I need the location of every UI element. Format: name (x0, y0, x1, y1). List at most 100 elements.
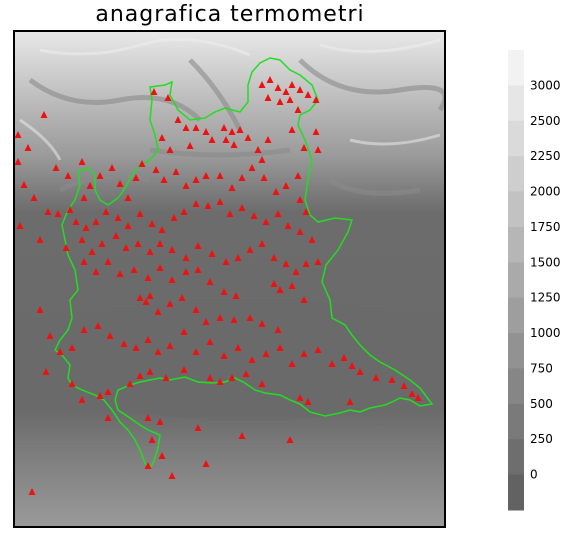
station-marker (14, 131, 22, 138)
colorbar-band (508, 368, 524, 405)
station-marker (194, 424, 202, 431)
station-marker (202, 172, 210, 179)
station-marker (144, 336, 152, 343)
station-marker (226, 210, 234, 217)
station-marker (308, 236, 316, 243)
station-marker (274, 326, 282, 333)
station-marker (96, 392, 104, 399)
station-marker (260, 174, 268, 181)
station-marker (312, 96, 320, 103)
station-marker (64, 172, 72, 179)
station-marker (340, 354, 348, 361)
station-marker (202, 128, 210, 135)
station-marker (296, 196, 304, 203)
station-marker (234, 344, 242, 351)
station-marker (174, 116, 182, 123)
station-marker (234, 254, 242, 261)
station-marker (72, 218, 80, 225)
station-marker (300, 296, 308, 303)
station-marker (130, 266, 138, 273)
station-marker (262, 218, 270, 225)
station-marker (264, 136, 272, 143)
station-marker (254, 146, 262, 153)
station-marker (24, 144, 32, 151)
station-marker (314, 346, 322, 353)
station-marker (222, 258, 230, 265)
station-marker (250, 212, 258, 219)
station-marker (202, 460, 210, 467)
station-marker (46, 332, 54, 339)
station-marker (304, 91, 312, 98)
colorbar-band (508, 120, 524, 157)
station-marker (242, 370, 250, 377)
station-marker (238, 174, 246, 181)
station-marker (328, 360, 336, 367)
station-marker (220, 352, 228, 359)
station-marker (258, 156, 266, 163)
station-marker (270, 254, 278, 261)
station-marker (42, 368, 50, 375)
station-marker (124, 194, 132, 201)
station-marker (228, 374, 236, 381)
station-marker (20, 181, 28, 188)
station-marker (266, 76, 274, 83)
station-marker (168, 246, 176, 253)
station-marker (68, 344, 76, 351)
station-marker (182, 268, 190, 275)
station-marker (204, 202, 212, 209)
station-marker (92, 218, 100, 225)
station-marker (208, 136, 216, 143)
station-marker (288, 126, 296, 133)
colorbar-tick-label: 1000 (530, 326, 561, 340)
colorbar-band (508, 333, 524, 369)
station-marker (124, 222, 132, 229)
station-marker (244, 134, 252, 141)
colorbar-tick-label: 1750 (530, 220, 561, 234)
station-marker (98, 240, 106, 247)
station-marker (30, 194, 38, 201)
station-marker (182, 182, 190, 189)
map-frame (13, 30, 446, 528)
station-marker (206, 374, 214, 381)
station-marker (28, 488, 36, 495)
colorbar-tick-label: 2000 (530, 185, 561, 199)
station-marker (246, 314, 254, 321)
station-marker (116, 180, 124, 187)
station-marker (300, 144, 308, 151)
station-marker (156, 264, 164, 271)
station-marker (166, 342, 174, 349)
colorbar-band (508, 403, 524, 440)
station-marker (108, 164, 116, 171)
map-title: anagrafica termometri (95, 2, 365, 27)
station-marker (230, 316, 238, 323)
station-marker (228, 184, 236, 191)
station-marker (400, 382, 408, 389)
station-marker (274, 84, 282, 91)
station-marker (148, 436, 156, 443)
station-marker (346, 398, 354, 405)
colorbar-band (508, 85, 524, 122)
station-marker (296, 228, 304, 235)
station-marker (178, 294, 186, 301)
apennine-relief (14, 410, 445, 527)
station-marker (282, 260, 290, 267)
station-marker (86, 182, 94, 189)
colorbar-tick-label: 1250 (530, 291, 561, 305)
station-marker (408, 390, 416, 397)
colorbar-bands (508, 50, 524, 511)
station-marker (104, 414, 112, 421)
station-marker (304, 398, 312, 405)
station-marker (104, 258, 112, 265)
colorbar-band (508, 50, 524, 86)
station-marker (126, 380, 134, 387)
station-marker (348, 362, 356, 369)
station-marker (136, 372, 144, 379)
colorbar-tick-label: 1500 (530, 255, 561, 269)
station-marker (300, 350, 308, 357)
station-marker (220, 124, 228, 131)
station-marker (132, 344, 140, 351)
station-marker (270, 280, 278, 287)
station-marker (282, 182, 290, 189)
station-marker (160, 176, 168, 183)
station-marker (216, 198, 224, 205)
